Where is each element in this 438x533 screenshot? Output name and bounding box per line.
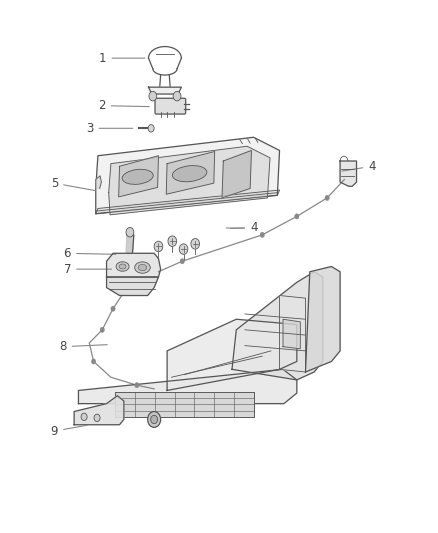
Ellipse shape xyxy=(138,264,147,271)
Polygon shape xyxy=(96,190,279,214)
Circle shape xyxy=(325,195,329,200)
Circle shape xyxy=(148,411,161,427)
Circle shape xyxy=(168,236,177,246)
Ellipse shape xyxy=(134,262,150,273)
Polygon shape xyxy=(106,253,161,277)
Circle shape xyxy=(81,413,87,421)
Polygon shape xyxy=(126,235,134,253)
Text: 3: 3 xyxy=(86,122,133,135)
Polygon shape xyxy=(96,138,279,214)
Circle shape xyxy=(295,214,299,219)
Bar xyxy=(115,392,254,417)
Text: 2: 2 xyxy=(98,99,149,112)
Ellipse shape xyxy=(119,264,126,269)
Text: 4: 4 xyxy=(226,222,258,235)
Polygon shape xyxy=(148,87,181,94)
Polygon shape xyxy=(109,146,270,215)
Polygon shape xyxy=(119,156,159,197)
Text: 4: 4 xyxy=(342,160,376,173)
Polygon shape xyxy=(340,161,357,187)
Circle shape xyxy=(100,327,104,333)
Text: 1: 1 xyxy=(99,52,145,64)
Polygon shape xyxy=(279,295,305,372)
Circle shape xyxy=(126,228,134,237)
Circle shape xyxy=(94,414,100,422)
Circle shape xyxy=(151,415,158,424)
Text: 9: 9 xyxy=(51,425,88,438)
Circle shape xyxy=(179,244,188,254)
Polygon shape xyxy=(283,319,300,349)
Ellipse shape xyxy=(116,262,129,271)
Polygon shape xyxy=(167,319,297,391)
Ellipse shape xyxy=(172,166,207,182)
Polygon shape xyxy=(74,395,124,425)
Polygon shape xyxy=(106,277,159,295)
Text: 8: 8 xyxy=(60,340,107,353)
Polygon shape xyxy=(305,266,340,372)
Circle shape xyxy=(148,125,154,132)
Circle shape xyxy=(260,232,265,238)
Circle shape xyxy=(173,91,181,101)
Circle shape xyxy=(134,383,139,388)
Text: 7: 7 xyxy=(64,263,112,276)
Circle shape xyxy=(154,241,163,252)
Polygon shape xyxy=(232,272,323,380)
Circle shape xyxy=(111,306,115,311)
Polygon shape xyxy=(78,369,297,403)
Polygon shape xyxy=(166,151,215,194)
Circle shape xyxy=(180,259,184,264)
Ellipse shape xyxy=(122,169,153,184)
FancyBboxPatch shape xyxy=(155,98,186,114)
Polygon shape xyxy=(96,176,101,189)
Text: 5: 5 xyxy=(51,176,95,191)
Circle shape xyxy=(149,91,157,101)
Circle shape xyxy=(92,359,96,364)
Text: 6: 6 xyxy=(64,247,116,260)
Polygon shape xyxy=(222,150,251,198)
Circle shape xyxy=(191,239,200,249)
